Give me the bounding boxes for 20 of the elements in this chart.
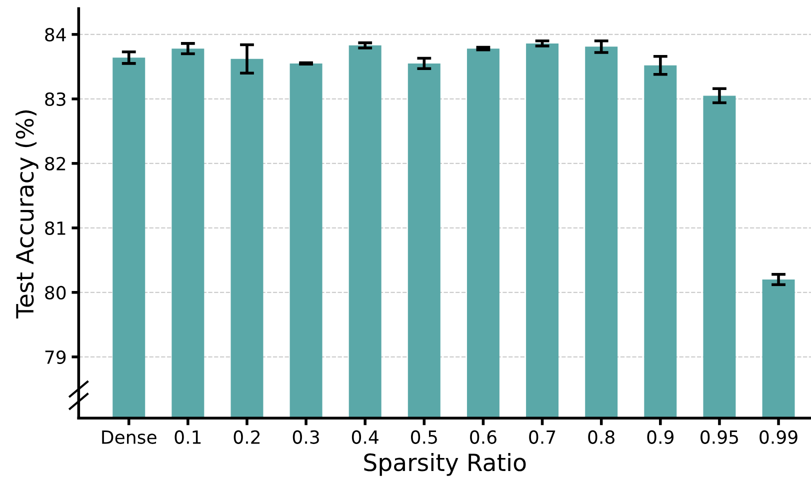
- x-tick-label: 0.8: [588, 430, 614, 444]
- y-tick-label: 81: [45, 221, 66, 236]
- y-tick-label: 79: [45, 350, 66, 364]
- x-tick-label: 0.3: [292, 430, 319, 444]
- x-tick-label: 0.9: [647, 430, 674, 444]
- x-tick-label: 0.5: [410, 430, 437, 444]
- x-tick-label: 0.99: [760, 430, 798, 444]
- x-tick-label: 0.95: [700, 430, 738, 444]
- y-tick-label: 83: [45, 92, 66, 106]
- y-tick-label: 84: [45, 28, 66, 42]
- x-tick-label: Dense: [102, 430, 156, 444]
- x-axis-title: Sparsity Ratio: [364, 453, 526, 476]
- x-tick-label: 0.4: [352, 430, 378, 444]
- y-tick-label: 82: [45, 156, 66, 171]
- y-tick-label: 80: [45, 286, 66, 300]
- x-tick-label: 0.7: [529, 430, 556, 444]
- x-tick-label: 0.6: [470, 430, 496, 444]
- x-tick-label: 0.1: [174, 430, 201, 444]
- y-axis-title: Test Accuracy (%): [16, 110, 38, 319]
- x-tick-label: 0.2: [234, 430, 260, 444]
